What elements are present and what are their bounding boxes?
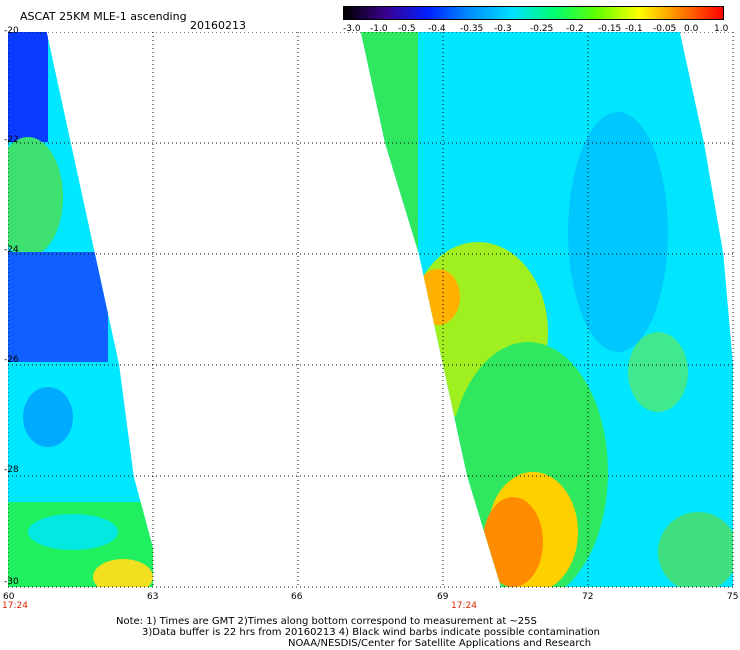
color-scale-label: -3.0 xyxy=(343,24,361,34)
swath-time-east: 17:24 xyxy=(451,601,477,611)
swath-west-cyan-south xyxy=(28,514,118,550)
color-scale-label: -0.15 xyxy=(598,24,622,34)
lon-tick-69: 69 xyxy=(437,592,449,602)
color-scale-label: 1.0 xyxy=(714,24,729,34)
swath-east-green-east xyxy=(628,332,688,412)
lat-tick-28: -28 xyxy=(4,465,19,475)
color-scale-label: -0.3 xyxy=(494,24,512,34)
swath-west-green-patch xyxy=(8,137,63,257)
lat-tick-30: -30 xyxy=(4,577,19,587)
lon-tick-60: 60 xyxy=(3,592,15,602)
color-scale-label: -0.4 xyxy=(428,24,446,34)
product-date: 20160213 xyxy=(190,19,246,32)
wind-swath-map xyxy=(8,32,734,588)
swath-west-yellow-south xyxy=(93,559,153,587)
lon-tick-63: 63 xyxy=(147,592,159,602)
color-scale-label: -0.5 xyxy=(398,24,416,34)
color-scale-label: -0.35 xyxy=(460,24,484,34)
color-scale-label: -0.05 xyxy=(653,24,677,34)
lat-tick-26: -26 xyxy=(4,355,19,365)
lon-tick-72: 72 xyxy=(582,592,594,602)
swath-east xyxy=(360,32,733,587)
lat-tick-22: -22 xyxy=(4,135,19,145)
grid xyxy=(8,32,734,588)
swath-east-orange-spot xyxy=(416,269,460,325)
lat-tick-24: -24 xyxy=(4,245,19,255)
color-scale-label: 0.0 xyxy=(684,24,699,34)
swath-west-high-blue xyxy=(8,32,48,142)
swath-east-orange-south xyxy=(483,497,543,587)
swath-time-west: 17:24 xyxy=(2,601,28,611)
color-scale-label: -0.1 xyxy=(625,24,643,34)
color-scale-bar xyxy=(343,6,724,20)
swath-west xyxy=(8,32,153,587)
swath-east-green-southeast xyxy=(658,512,733,587)
color-scale-label: -1.0 xyxy=(370,24,388,34)
note-line-3: NOAA/NESDIS/Center for Satellite Applica… xyxy=(288,638,592,649)
swath-west-blue-spot xyxy=(23,387,73,447)
product-title: ASCAT 25KM MLE-1 ascending xyxy=(20,10,187,23)
lat-tick-20: -20 xyxy=(4,26,19,36)
note-line-1: Note: 1) Times are GMT 2)Times along bot… xyxy=(116,616,537,627)
swath-east-blue-band xyxy=(568,112,668,352)
note-line-2: 3)Data buffer is 22 hrs from 20160213 4)… xyxy=(142,627,600,638)
lon-tick-66: 66 xyxy=(291,592,303,602)
color-scale-label: -0.25 xyxy=(530,24,554,34)
swath-east-green-west xyxy=(360,32,418,292)
lon-tick-75: 75 xyxy=(727,592,739,602)
swath-west-blue-band xyxy=(8,252,108,362)
color-scale-label: -0.2 xyxy=(566,24,584,34)
